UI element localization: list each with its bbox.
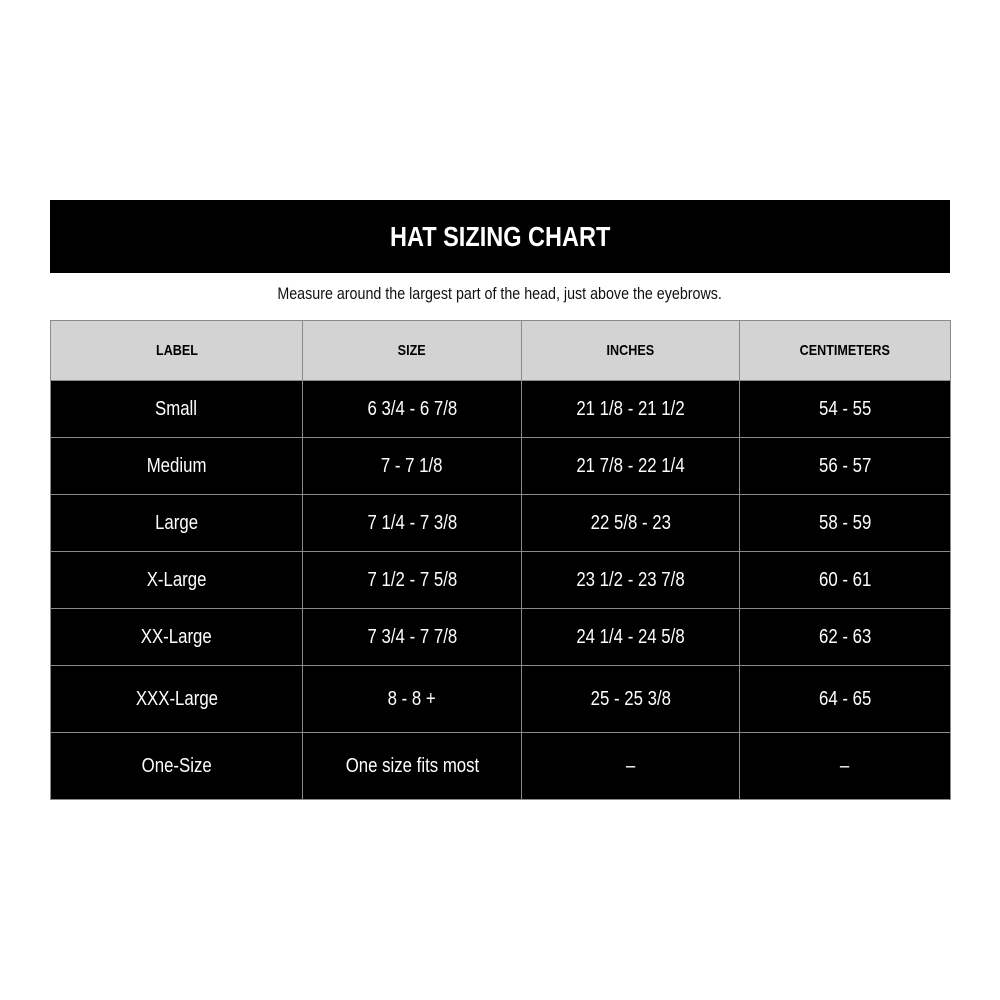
subtitle-text: Measure around the largest part of the h…	[277, 284, 723, 303]
cell-text: 24 1/4 - 24 5/8	[576, 625, 685, 648]
cell-text: Large	[155, 511, 198, 534]
cell-text: 56 - 57	[818, 454, 872, 477]
cell-label: Small	[50, 380, 303, 438]
cell-centimeters: 62 - 63	[739, 608, 951, 666]
cell-text: One-Size	[141, 754, 212, 777]
cell-size: 7 3/4 - 7 7/8	[302, 608, 522, 666]
cell-text: 60 - 61	[818, 568, 872, 591]
header-row: LABEL SIZE INCHES CENTIMETERS	[50, 320, 951, 381]
cell-text: XX-Large	[141, 625, 212, 648]
table-row: One-Size One size fits most – –	[50, 732, 951, 800]
cell-text: Small	[155, 397, 198, 420]
subtitle: Measure around the largest part of the h…	[0, 284, 1000, 304]
cell-text: 7 3/4 - 7 7/8	[367, 625, 457, 648]
table-row: XX-Large 7 3/4 - 7 7/8 24 1/4 - 24 5/8 62 -…	[50, 608, 951, 666]
cell-label: XXX-Large	[50, 665, 303, 733]
cell-text: 6 3/4 - 6 7/8	[367, 397, 457, 420]
table-row: Small 6 3/4 - 6 7/8 21 1/8 - 21 1/2 54 - 55	[50, 380, 951, 438]
cell-label: One-Size	[50, 732, 303, 800]
header-text: LABEL	[155, 342, 198, 359]
cell-size: 6 3/4 - 6 7/8	[302, 380, 522, 438]
cell-label: Medium	[50, 437, 303, 495]
cell-text: –	[840, 754, 850, 777]
column-header-centimeters: CENTIMETERS	[739, 320, 951, 381]
cell-centimeters: –	[739, 732, 951, 800]
cell-inches: 25 - 25 3/8	[521, 665, 740, 733]
cell-inches: 23 1/2 - 23 7/8	[521, 551, 740, 609]
cell-text: 7 1/2 - 7 5/8	[367, 568, 457, 591]
column-header-size: SIZE	[302, 320, 522, 381]
table-row: X-Large 7 1/2 - 7 5/8 23 1/2 - 23 7/8 60 - …	[50, 551, 951, 609]
table-row: Medium 7 - 7 1/8 21 7/8 - 22 1/4 56 - 57	[50, 437, 951, 495]
cell-text: X-Large	[146, 568, 207, 591]
cell-centimeters: 56 - 57	[739, 437, 951, 495]
cell-inches: 24 1/4 - 24 5/8	[521, 608, 740, 666]
cell-inches: 22 5/8 - 23	[521, 494, 740, 552]
cell-inches: 21 1/8 - 21 1/2	[521, 380, 740, 438]
cell-text: 62 - 63	[818, 625, 872, 648]
cell-label: XX-Large	[50, 608, 303, 666]
page-title-text: HAT SIZING CHART	[389, 220, 611, 252]
cell-text: XXX-Large	[135, 687, 218, 710]
header-text: SIZE	[397, 342, 427, 359]
cell-text: 21 1/8 - 21 1/2	[576, 397, 685, 420]
table-row: Large 7 1/4 - 7 3/8 22 5/8 - 23 58 - 59	[50, 494, 951, 552]
header-text: CENTIMETERS	[799, 342, 891, 359]
cell-text: 22 5/8 - 23	[590, 511, 671, 534]
cell-centimeters: 64 - 65	[739, 665, 951, 733]
cell-inches: 21 7/8 - 22 1/4	[521, 437, 740, 495]
cell-text: –	[625, 754, 636, 777]
cell-text: 7 1/4 - 7 3/8	[367, 511, 457, 534]
cell-text: 23 1/2 - 23 7/8	[576, 568, 685, 591]
cell-label: Large	[50, 494, 303, 552]
title-bar: HAT SIZING CHART	[50, 200, 950, 273]
cell-size: 7 - 7 1/8	[302, 437, 522, 495]
cell-text: 58 - 59	[818, 511, 872, 534]
cell-size: 8 - 8 +	[302, 665, 522, 733]
cell-size: 7 1/4 - 7 3/8	[302, 494, 522, 552]
cell-size: 7 1/2 - 7 5/8	[302, 551, 522, 609]
cell-text: 25 - 25 3/8	[590, 687, 671, 710]
cell-text: 7 - 7 1/8	[381, 454, 443, 477]
cell-text: 21 7/8 - 22 1/4	[576, 454, 685, 477]
cell-inches: –	[521, 732, 740, 800]
header-text: INCHES	[606, 342, 655, 359]
cell-label: X-Large	[50, 551, 303, 609]
cell-centimeters: 60 - 61	[739, 551, 951, 609]
cell-centimeters: 54 - 55	[739, 380, 951, 438]
sizing-table: LABEL SIZE INCHES CENTIMETERS Small 6 3/4…	[50, 320, 951, 800]
cell-size: One size fits most	[302, 732, 522, 800]
cell-text: One size fits most	[345, 754, 479, 777]
cell-centimeters: 58 - 59	[739, 494, 951, 552]
column-header-inches: INCHES	[521, 320, 740, 381]
cell-text: 54 - 55	[818, 397, 872, 420]
column-header-label: LABEL	[50, 320, 303, 381]
cell-text: Medium	[146, 454, 207, 477]
table-row: XXX-Large 8 - 8 + 25 - 25 3/8 64 - 65	[50, 665, 951, 733]
page-title: HAT SIZING CHART	[369, 221, 631, 253]
cell-text: 8 - 8 +	[387, 687, 437, 710]
cell-text: 64 - 65	[818, 687, 872, 710]
